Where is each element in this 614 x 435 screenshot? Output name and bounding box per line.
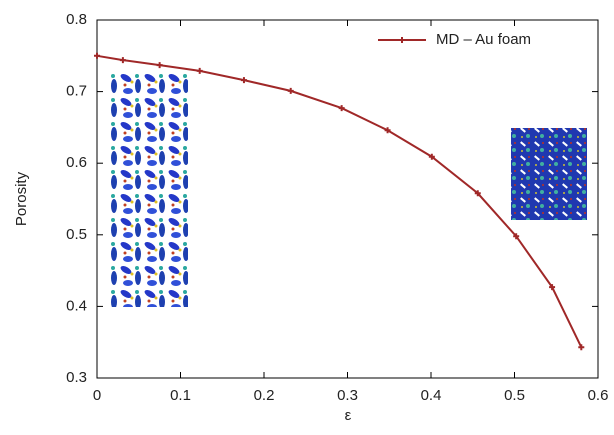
- point-marker: [94, 52, 100, 59]
- x-tick-label: 0.1: [170, 387, 191, 404]
- point-marker: [156, 62, 163, 69]
- x-tick-label: 0.6: [588, 387, 609, 404]
- x-axis-label: ε: [345, 407, 352, 424]
- y-tick-label: 0.7: [66, 83, 87, 100]
- x-tick-label: 0: [93, 387, 101, 404]
- point-marker: [240, 77, 247, 84]
- inset-image: [110, 73, 188, 307]
- legend-marker: [399, 37, 405, 43]
- x-tick-label: 0.3: [337, 387, 358, 404]
- point-marker: [578, 344, 585, 351]
- y-tick-label: 0.5: [66, 226, 87, 243]
- point-marker: [287, 87, 294, 94]
- point-marker: [513, 233, 520, 240]
- inset-image: [511, 128, 587, 220]
- y-tick-label: 0.3: [66, 369, 87, 386]
- point-marker: [196, 67, 203, 74]
- x-tick-label: 0.4: [421, 387, 442, 404]
- x-tick-label: 0.2: [254, 387, 275, 404]
- point-marker: [428, 153, 435, 160]
- y-tick-label: 0.8: [66, 11, 87, 28]
- x-tick-label: 0.5: [504, 387, 525, 404]
- legend-label: MD – Au foam: [436, 31, 531, 48]
- point-marker: [474, 190, 481, 197]
- y-axis-label: Porosity: [13, 171, 30, 226]
- y-tick-label: 0.4: [66, 297, 87, 314]
- point-marker: [384, 127, 391, 134]
- point-marker: [338, 105, 345, 112]
- point-marker: [119, 57, 126, 64]
- point-marker: [549, 284, 556, 291]
- y-tick-label: 0.6: [66, 154, 87, 171]
